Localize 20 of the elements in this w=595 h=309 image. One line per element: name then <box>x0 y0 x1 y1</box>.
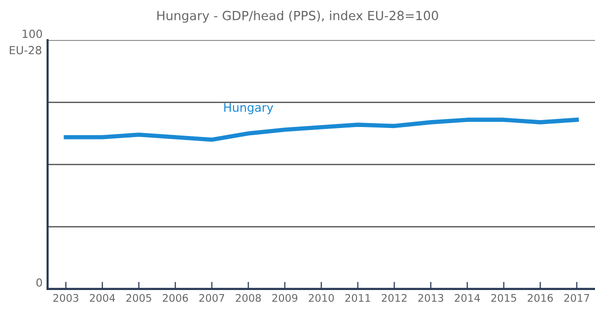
x-tick-label: 2017 <box>564 294 590 302</box>
x-tick-label: 2011 <box>345 294 370 302</box>
x-tick-label: 2007 <box>199 294 224 302</box>
series-label: Hungary <box>224 103 274 114</box>
x-tick-label: 2013 <box>418 294 444 302</box>
x-tick-label: 2005 <box>126 294 152 302</box>
x-tick-label: 2010 <box>308 294 334 302</box>
x-tick-label: 2015 <box>491 294 516 302</box>
x-tick-label: 2009 <box>272 294 298 302</box>
x-tick-label: 2016 <box>528 294 553 302</box>
y-tick-label: 100 <box>22 30 42 38</box>
x-tick-label: 2003 <box>53 294 78 302</box>
y-tick-label: 0 <box>36 278 42 287</box>
x-tick-label: 2012 <box>382 294 406 302</box>
x-tick-label: 2008 <box>236 294 261 302</box>
x-tick-label: 2014 <box>454 294 480 302</box>
x-tick-label: 2006 <box>162 294 188 302</box>
chart-title: Hungary - GDP/head (PPS), index EU-28=100 <box>157 10 438 23</box>
x-tick-label: 2004 <box>90 294 116 302</box>
text: EU-28 <box>10 46 42 54</box>
